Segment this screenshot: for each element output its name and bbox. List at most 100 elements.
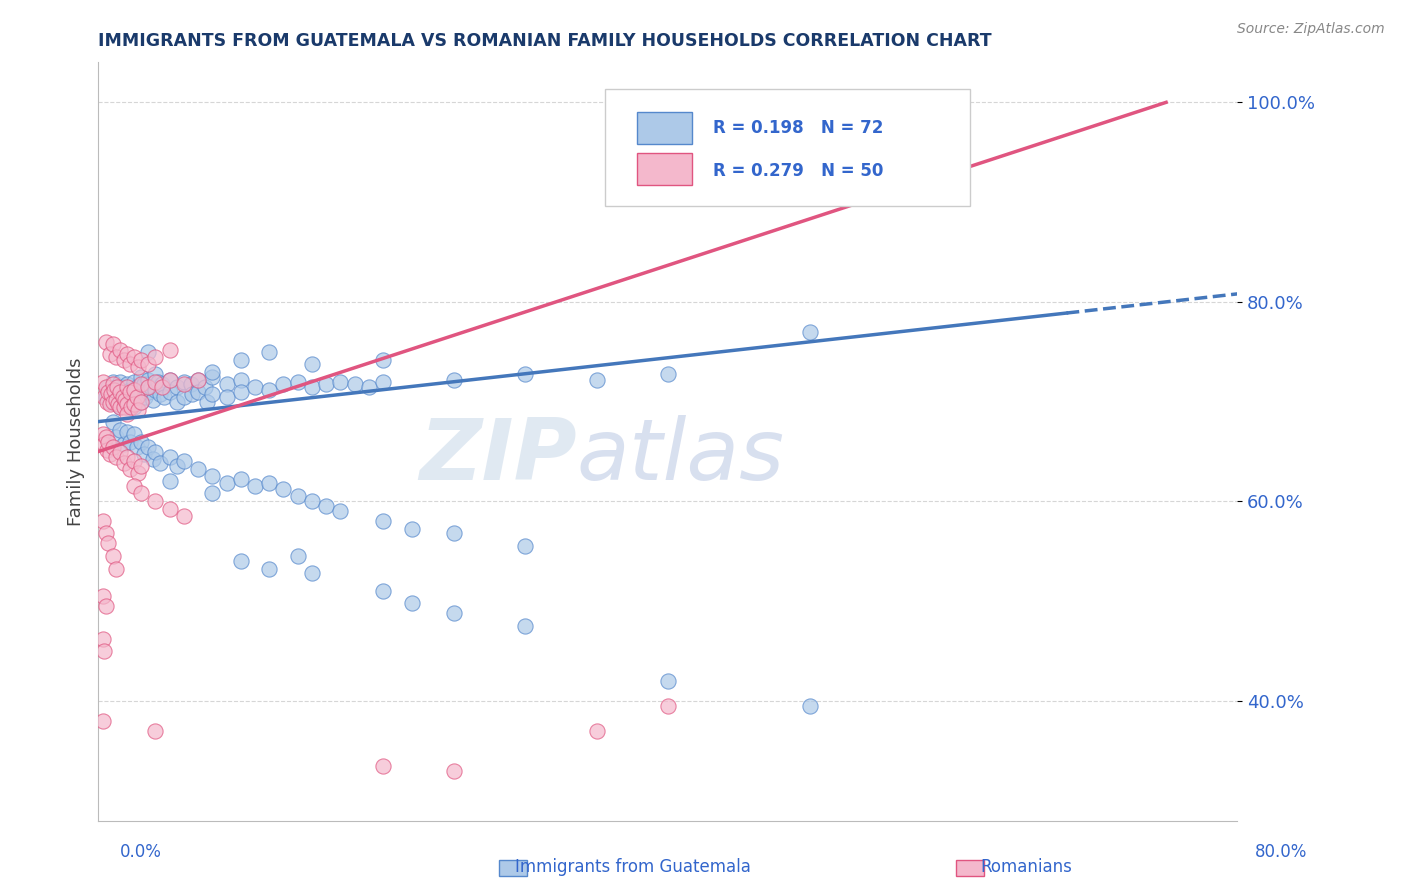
Point [259, 562, 281, 576]
Point [585, 723, 607, 738]
Point [141, 392, 163, 407]
Point [108, 343, 131, 357]
Point [91, 632, 114, 646]
Point [104, 392, 127, 407]
Point [96, 394, 118, 409]
Point [94, 379, 117, 393]
Point [105, 379, 128, 393]
Point [93, 644, 115, 658]
Point [115, 376, 138, 391]
Point [173, 375, 195, 389]
Point [107, 396, 129, 410]
Point [97, 379, 120, 393]
Point [107, 384, 129, 399]
Point [373, 352, 395, 367]
Point [125, 440, 148, 454]
Point [229, 384, 252, 399]
Point [101, 390, 124, 404]
Point [127, 359, 149, 374]
Point [108, 444, 131, 458]
Point [657, 673, 679, 688]
Point [373, 375, 395, 389]
Text: 80.0%: 80.0% [1256, 843, 1308, 861]
Point [108, 423, 131, 437]
Point [129, 376, 152, 391]
Point [100, 386, 122, 401]
Point [166, 394, 188, 409]
Point [101, 376, 124, 391]
Point [229, 473, 252, 487]
Point [114, 392, 136, 407]
Point [195, 394, 218, 409]
Point [118, 357, 141, 371]
Point [91, 589, 114, 603]
Point [94, 526, 117, 541]
Point [166, 459, 188, 474]
Point [101, 394, 124, 409]
Point [129, 394, 152, 409]
Text: R = 0.279   N = 50: R = 0.279 N = 50 [713, 161, 884, 180]
Point [145, 494, 167, 508]
Point [201, 486, 224, 500]
Bar [637, 153, 692, 186]
Point [115, 396, 138, 410]
Point [159, 373, 181, 387]
Point [159, 373, 181, 387]
Point [229, 352, 252, 367]
Y-axis label: Family Households: Family Households [66, 358, 84, 525]
Point [91, 714, 114, 728]
Point [127, 467, 149, 481]
Point [443, 606, 465, 620]
Point [187, 462, 209, 476]
Point [104, 350, 127, 364]
Point [799, 325, 821, 339]
Point [173, 390, 195, 404]
Point [145, 367, 167, 381]
Point [129, 434, 152, 449]
Point [301, 566, 323, 581]
Point [108, 375, 131, 389]
Point [287, 549, 309, 564]
Point [194, 379, 217, 393]
Point [149, 457, 172, 471]
Point [443, 764, 465, 778]
Point [173, 509, 195, 524]
Text: R = 0.198   N = 72: R = 0.198 N = 72 [713, 120, 884, 137]
Point [315, 500, 337, 514]
Point [145, 350, 167, 364]
Point [134, 390, 156, 404]
Point [329, 504, 352, 518]
Point [97, 384, 120, 399]
Text: ZIP: ZIP [419, 415, 576, 499]
Point [187, 373, 209, 387]
Point [329, 375, 352, 389]
Text: atlas: atlas [576, 415, 785, 499]
Point [159, 502, 181, 516]
Point [180, 376, 202, 391]
Point [115, 450, 138, 464]
Point [94, 334, 117, 349]
Point [93, 390, 115, 404]
Point [145, 383, 167, 397]
Point [114, 384, 136, 399]
Point [373, 514, 395, 528]
Point [401, 522, 423, 536]
Point [101, 440, 124, 454]
Point [515, 619, 537, 633]
Point [229, 554, 252, 568]
Point [101, 336, 124, 351]
Point [201, 469, 224, 483]
Point [152, 376, 174, 391]
Point [259, 344, 281, 359]
Point [127, 402, 149, 417]
Point [173, 454, 195, 468]
Point [153, 390, 176, 404]
Point [159, 450, 181, 464]
Point [443, 526, 465, 541]
Point [105, 394, 128, 409]
Point [122, 386, 145, 401]
Point [98, 347, 121, 361]
Point [108, 384, 131, 399]
Point [129, 352, 152, 367]
Point [132, 376, 155, 391]
